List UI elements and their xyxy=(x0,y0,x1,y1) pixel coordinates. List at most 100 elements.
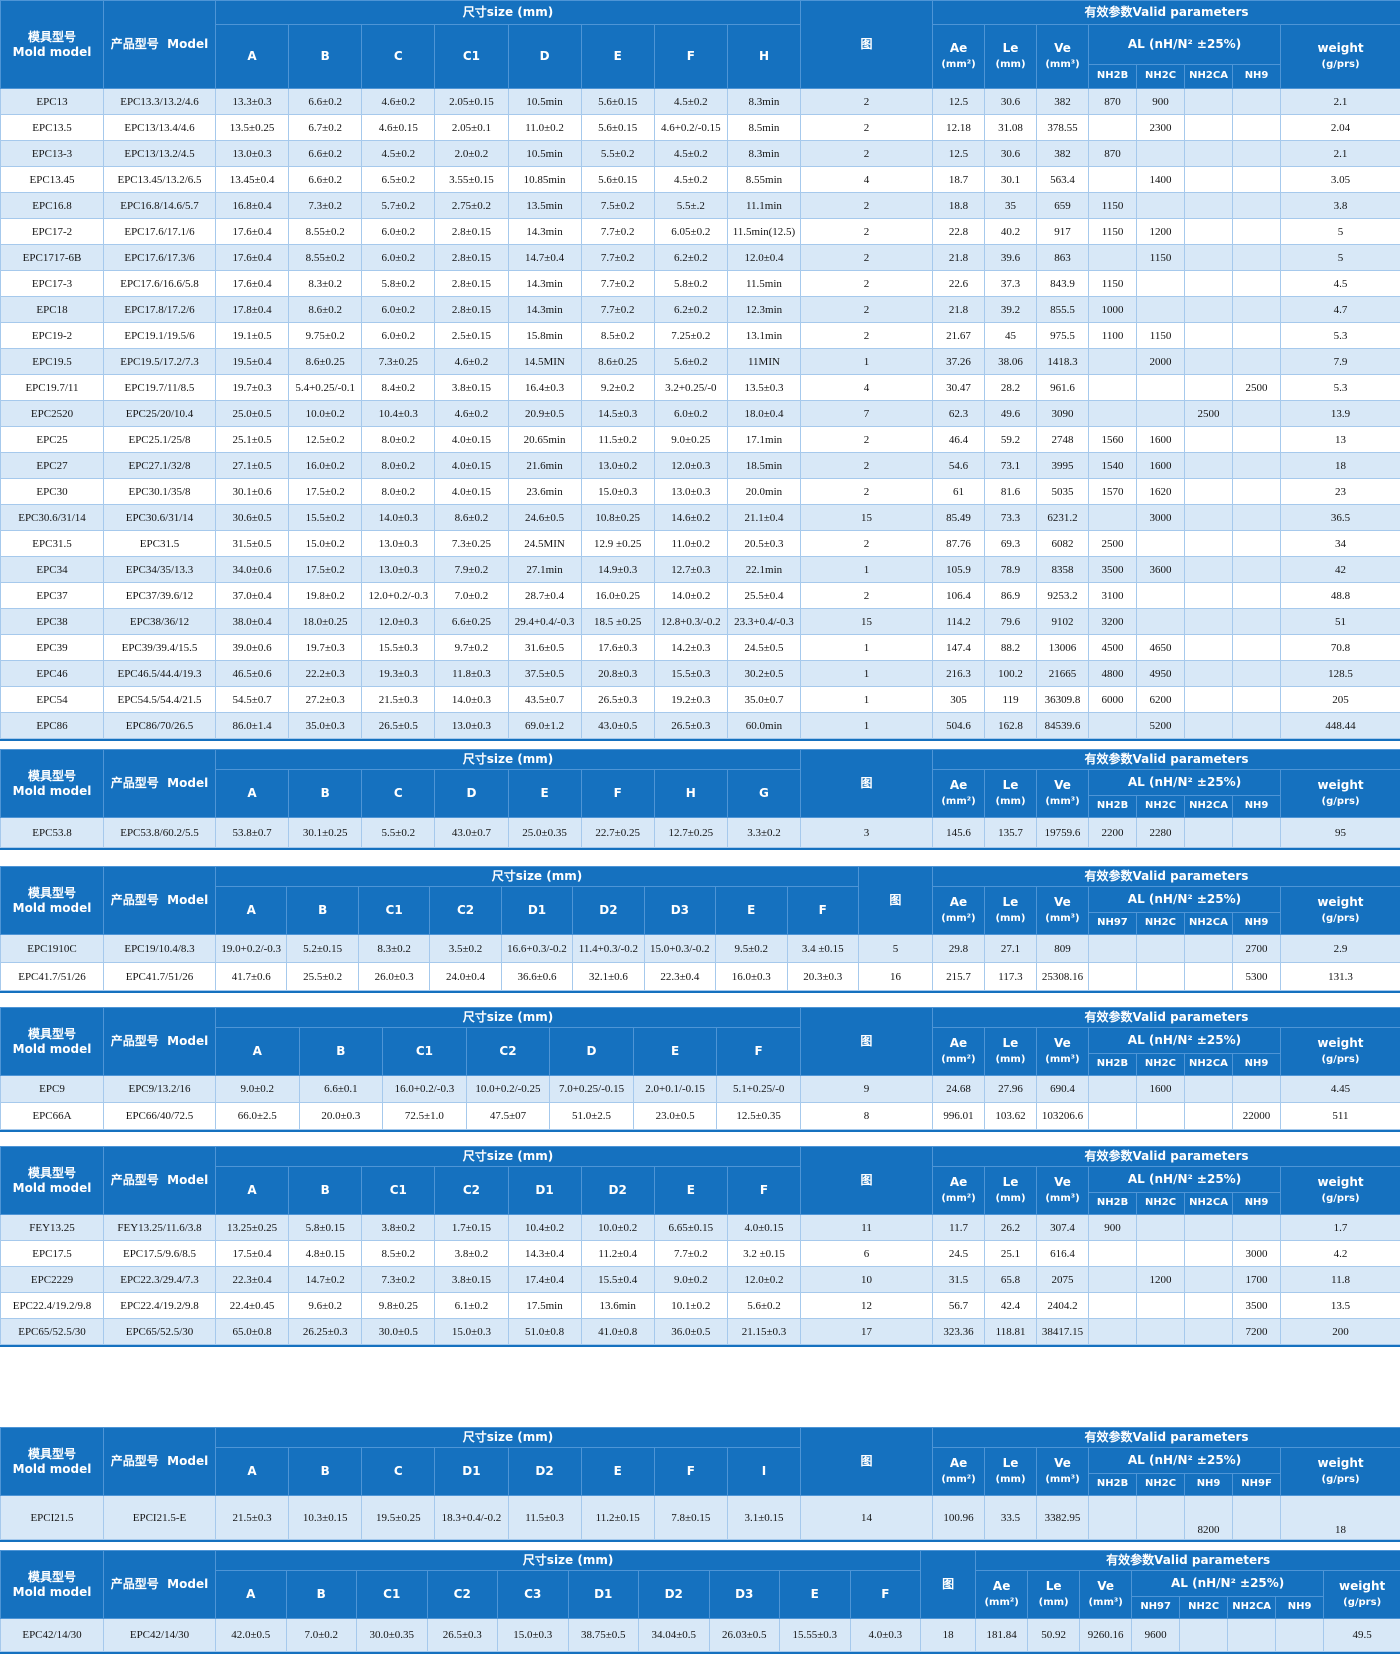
dim-column-header-F: F xyxy=(717,1028,801,1076)
le-header-label: Le xyxy=(1003,778,1019,792)
cell: 12.0±0.3 xyxy=(362,609,435,635)
al-header: AL (nH/N² ±25%) xyxy=(1132,1571,1324,1597)
cell: 2 xyxy=(801,323,933,349)
cell: 36.6±0.6 xyxy=(501,963,572,991)
ae-header-unit: (mm²) xyxy=(941,796,975,807)
product-model-cell: EPC39/39.4/15.5 xyxy=(104,635,216,661)
cell xyxy=(1233,1215,1281,1241)
dim-column-header-C2: C2 xyxy=(430,887,501,935)
le-header-unit: (mm) xyxy=(995,1054,1025,1065)
cell: 14.3min xyxy=(508,219,581,245)
al-subcolumn-header-NH97: NH97 xyxy=(1132,1597,1180,1619)
cell: 9.0±0.25 xyxy=(654,427,727,453)
cell: 10.4±0.2 xyxy=(508,1215,581,1241)
mold-model-cell: EPC31.5 xyxy=(1,531,104,557)
le-header-unit: (mm) xyxy=(1039,1597,1069,1608)
product-model-header: 产品型号 Model xyxy=(104,1428,216,1496)
cell xyxy=(1233,245,1281,271)
cell xyxy=(1136,1103,1184,1130)
cell xyxy=(1185,818,1233,848)
dim-column-header-C1: C1 xyxy=(357,1571,428,1619)
al-subcolumn-header-NH2B: NH2B xyxy=(1089,65,1137,89)
cell: 6 xyxy=(801,1241,933,1267)
figure-column-header: 图 xyxy=(800,1008,932,1076)
cell: 13.9 xyxy=(1281,401,1400,427)
cell: 9.7±0.2 xyxy=(435,635,508,661)
le-header: Le(mm) xyxy=(985,1167,1037,1215)
cell: 4500 xyxy=(1089,635,1137,661)
cell: 4.45 xyxy=(1280,1076,1400,1103)
cell xyxy=(1185,661,1233,687)
dim-column-header-C1: C1 xyxy=(435,25,508,89)
size-header: 尺寸size (mm) xyxy=(216,1008,801,1028)
product-model-cell: EPC13/13.2/4.5 xyxy=(104,141,216,167)
cell: 30.2±0.5 xyxy=(727,661,800,687)
cell: 2 xyxy=(801,141,933,167)
ve-header-label: Ve xyxy=(1054,1175,1071,1189)
cell: 13.0±0.3 xyxy=(435,713,508,739)
cell: 6.6±0.25 xyxy=(435,609,508,635)
cell: 900 xyxy=(1137,89,1185,115)
cell: 12.0±0.3 xyxy=(654,453,727,479)
cell: 9102 xyxy=(1037,609,1089,635)
figure-column-header: 图 xyxy=(858,867,932,935)
cell: 26.5±0.3 xyxy=(581,687,654,713)
mold-model-cell: EPC41.7/51/26 xyxy=(1,963,104,991)
cell: 2075 xyxy=(1037,1267,1089,1293)
cell: 2 xyxy=(801,453,933,479)
cell xyxy=(1089,115,1137,141)
cell xyxy=(1088,935,1136,963)
mold-model-label-cn: 模具型号 xyxy=(28,1570,76,1584)
cell: 7.3±0.25 xyxy=(362,349,435,375)
cell xyxy=(1185,505,1233,531)
cell xyxy=(1089,349,1137,375)
product-model-cell: EPC42/14/30 xyxy=(104,1619,216,1652)
cell xyxy=(1185,167,1233,193)
al-subcolumn-header-NH2C: NH2C xyxy=(1180,1597,1228,1619)
weight-label: weight xyxy=(1317,1175,1363,1189)
cell: 12.7±0.3 xyxy=(654,557,727,583)
cell xyxy=(1185,713,1233,739)
cell: 20.65min xyxy=(508,427,581,453)
al-subcolumn-header-NH9: NH9 xyxy=(1233,1193,1281,1215)
cell: 61 xyxy=(933,479,985,505)
cell: 19.5±0.4 xyxy=(216,349,289,375)
cell: 4.0±0.3 xyxy=(850,1619,921,1652)
cell: 14 xyxy=(801,1496,933,1540)
weight-unit: (g/prs) xyxy=(1322,1193,1360,1204)
cell: 1560 xyxy=(1089,427,1137,453)
al-header: AL (nH/N² ±25%) xyxy=(1088,887,1280,913)
cell xyxy=(1233,167,1281,193)
cell xyxy=(1185,531,1233,557)
dim-column-header-F: F xyxy=(727,1167,800,1215)
cell: 1418.3 xyxy=(1037,349,1089,375)
cell: 5.6±0.15 xyxy=(581,115,654,141)
al-subcolumn-header-NH2C: NH2C xyxy=(1137,1474,1185,1496)
cell: 5.6±0.15 xyxy=(581,89,654,115)
le-header-unit: (mm) xyxy=(996,1193,1026,1204)
cell xyxy=(1137,401,1185,427)
cell: 103.62 xyxy=(984,1103,1036,1130)
mold-model-cell: EPC66A xyxy=(1,1103,104,1130)
product-model-cell: EPC17.6/17.1/6 xyxy=(104,219,216,245)
cell: 17.6±0.4 xyxy=(216,245,289,271)
cell: 15 xyxy=(801,609,933,635)
cell: 1150 xyxy=(1089,271,1137,297)
product-model-cell: EPC25/20/10.4 xyxy=(104,401,216,427)
cell: 8.3min xyxy=(727,89,800,115)
cell: 22000 xyxy=(1232,1103,1280,1130)
cell: 22.3±0.4 xyxy=(216,1267,289,1293)
cell: 1 xyxy=(801,557,933,583)
cell: 11.2±0.15 xyxy=(581,1496,654,1540)
cell: 35 xyxy=(985,193,1037,219)
cell: 43.0±0.7 xyxy=(435,818,508,848)
cell xyxy=(1233,401,1281,427)
cell: 4.0±0.15 xyxy=(435,453,508,479)
